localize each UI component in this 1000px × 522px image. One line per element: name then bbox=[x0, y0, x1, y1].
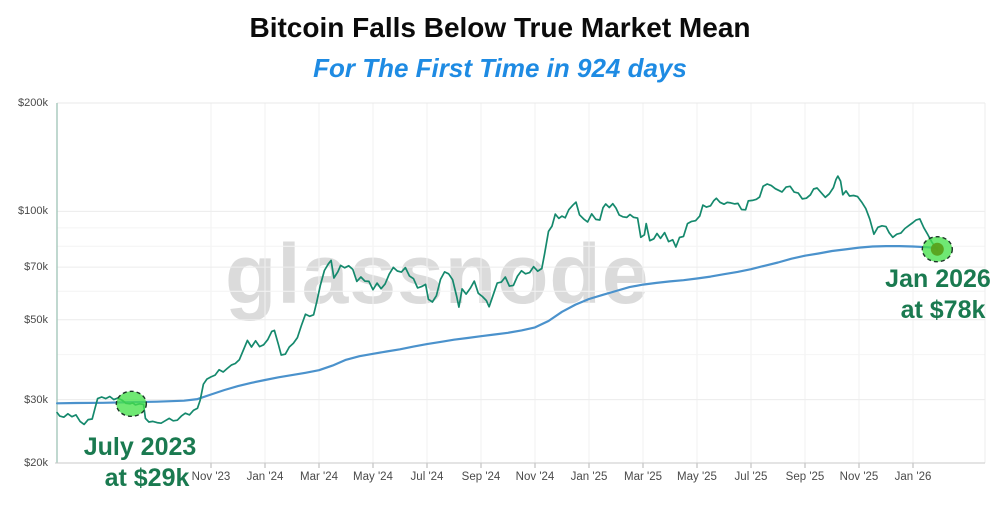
y-axis-label: $100k bbox=[18, 205, 48, 218]
y-axis-label: $200k bbox=[18, 97, 48, 109]
x-axis-label: Nov '24 bbox=[515, 471, 555, 483]
chart-title: Bitcoin Falls Below True Market Mean bbox=[249, 12, 751, 43]
x-axis-label: Jan '25 bbox=[570, 471, 608, 483]
y-axis-label: $50k bbox=[24, 313, 48, 326]
annotation-date: Jan 2026 bbox=[885, 265, 991, 293]
highlight-circle bbox=[115, 390, 148, 418]
x-axis-label: Jan '24 bbox=[246, 471, 284, 483]
x-axis-label: Sep '25 bbox=[785, 471, 825, 483]
annotation-jan-2026: Jan 2026 at $78k bbox=[868, 264, 1000, 326]
x-axis-label: Nov '23 bbox=[191, 471, 231, 483]
annotation-price: at $29k bbox=[104, 464, 190, 492]
y-axis-label: $30k bbox=[24, 393, 48, 406]
x-axis-label: May '24 bbox=[353, 471, 393, 483]
current-point-marker bbox=[930, 242, 944, 256]
x-axis-label: Mar '24 bbox=[300, 471, 338, 483]
annotation-date: July 2023 bbox=[83, 433, 197, 461]
x-axis-label: Nov '25 bbox=[839, 471, 879, 483]
annotation-price: at $78k bbox=[900, 296, 986, 324]
true-market-mean-line bbox=[55, 245, 939, 405]
x-axis-label: Jul '25 bbox=[734, 471, 768, 483]
x-axis-label: Jul '24 bbox=[410, 471, 444, 483]
x-axis-label: May '25 bbox=[677, 471, 717, 483]
btc-price-line bbox=[56, 175, 939, 426]
chart-subtitle: For The First Time in 924 days bbox=[313, 53, 687, 83]
x-axis-label: Jan '26 bbox=[894, 471, 932, 483]
annotation-july-2023: July 2023 at $29k bbox=[55, 432, 225, 494]
x-axis-label: Sep '24 bbox=[461, 471, 501, 483]
x-axis-label: Mar '25 bbox=[624, 471, 662, 483]
y-axis-label: $70k bbox=[24, 261, 48, 274]
y-axis-label: $20k bbox=[24, 457, 48, 469]
